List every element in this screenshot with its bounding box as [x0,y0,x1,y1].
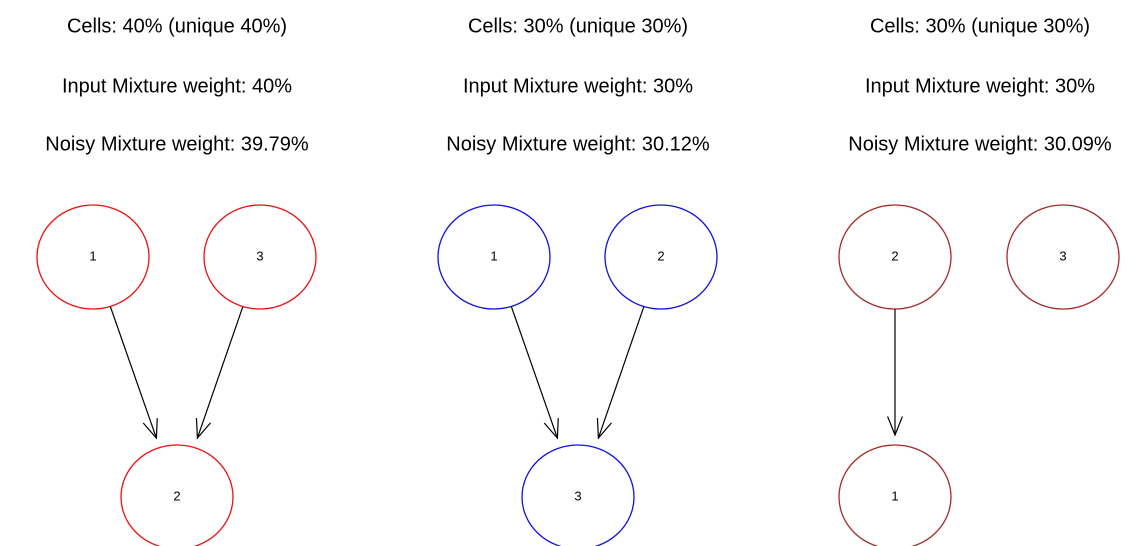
node [120,444,234,546]
node-label: 1 [490,248,497,263]
panel-line: Cells: 40% (unique 40%) [67,15,287,37]
node [838,444,952,546]
edge [597,306,645,439]
arrowhead [543,418,559,440]
edge [109,306,157,439]
panel-line: Input Mixture weight: 40% [62,75,292,97]
arrowhead [195,418,211,440]
node-label: 2 [173,488,180,503]
node-label: 3 [574,488,581,503]
node [437,204,551,310]
panel-line: Cells: 30% (unique 30%) [870,15,1090,37]
edge [510,306,558,439]
panel-line: Cells: 30% (unique 30%) [468,15,688,37]
panel-line: Noisy Mixture weight: 30.09% [848,133,1112,155]
node-label: 3 [256,248,263,263]
node [521,444,635,546]
arrowhead [596,418,612,440]
edge [196,306,244,439]
node [1006,204,1120,310]
node [36,204,150,310]
arrowhead [142,418,158,440]
node-label: 3 [1059,248,1066,263]
panel-line: Noisy Mixture weight: 39.79% [45,133,309,155]
panel-line: Input Mixture weight: 30% [865,75,1095,97]
node-label: 1 [89,248,96,263]
node-label: 2 [657,248,664,263]
node [203,204,317,310]
node [604,204,718,310]
panel-line: Noisy Mixture weight: 30.12% [446,133,710,155]
node-label: 1 [891,488,898,503]
node-label: 2 [891,248,898,263]
panel-line: Input Mixture weight: 30% [463,75,693,97]
arrowhead [887,416,903,437]
